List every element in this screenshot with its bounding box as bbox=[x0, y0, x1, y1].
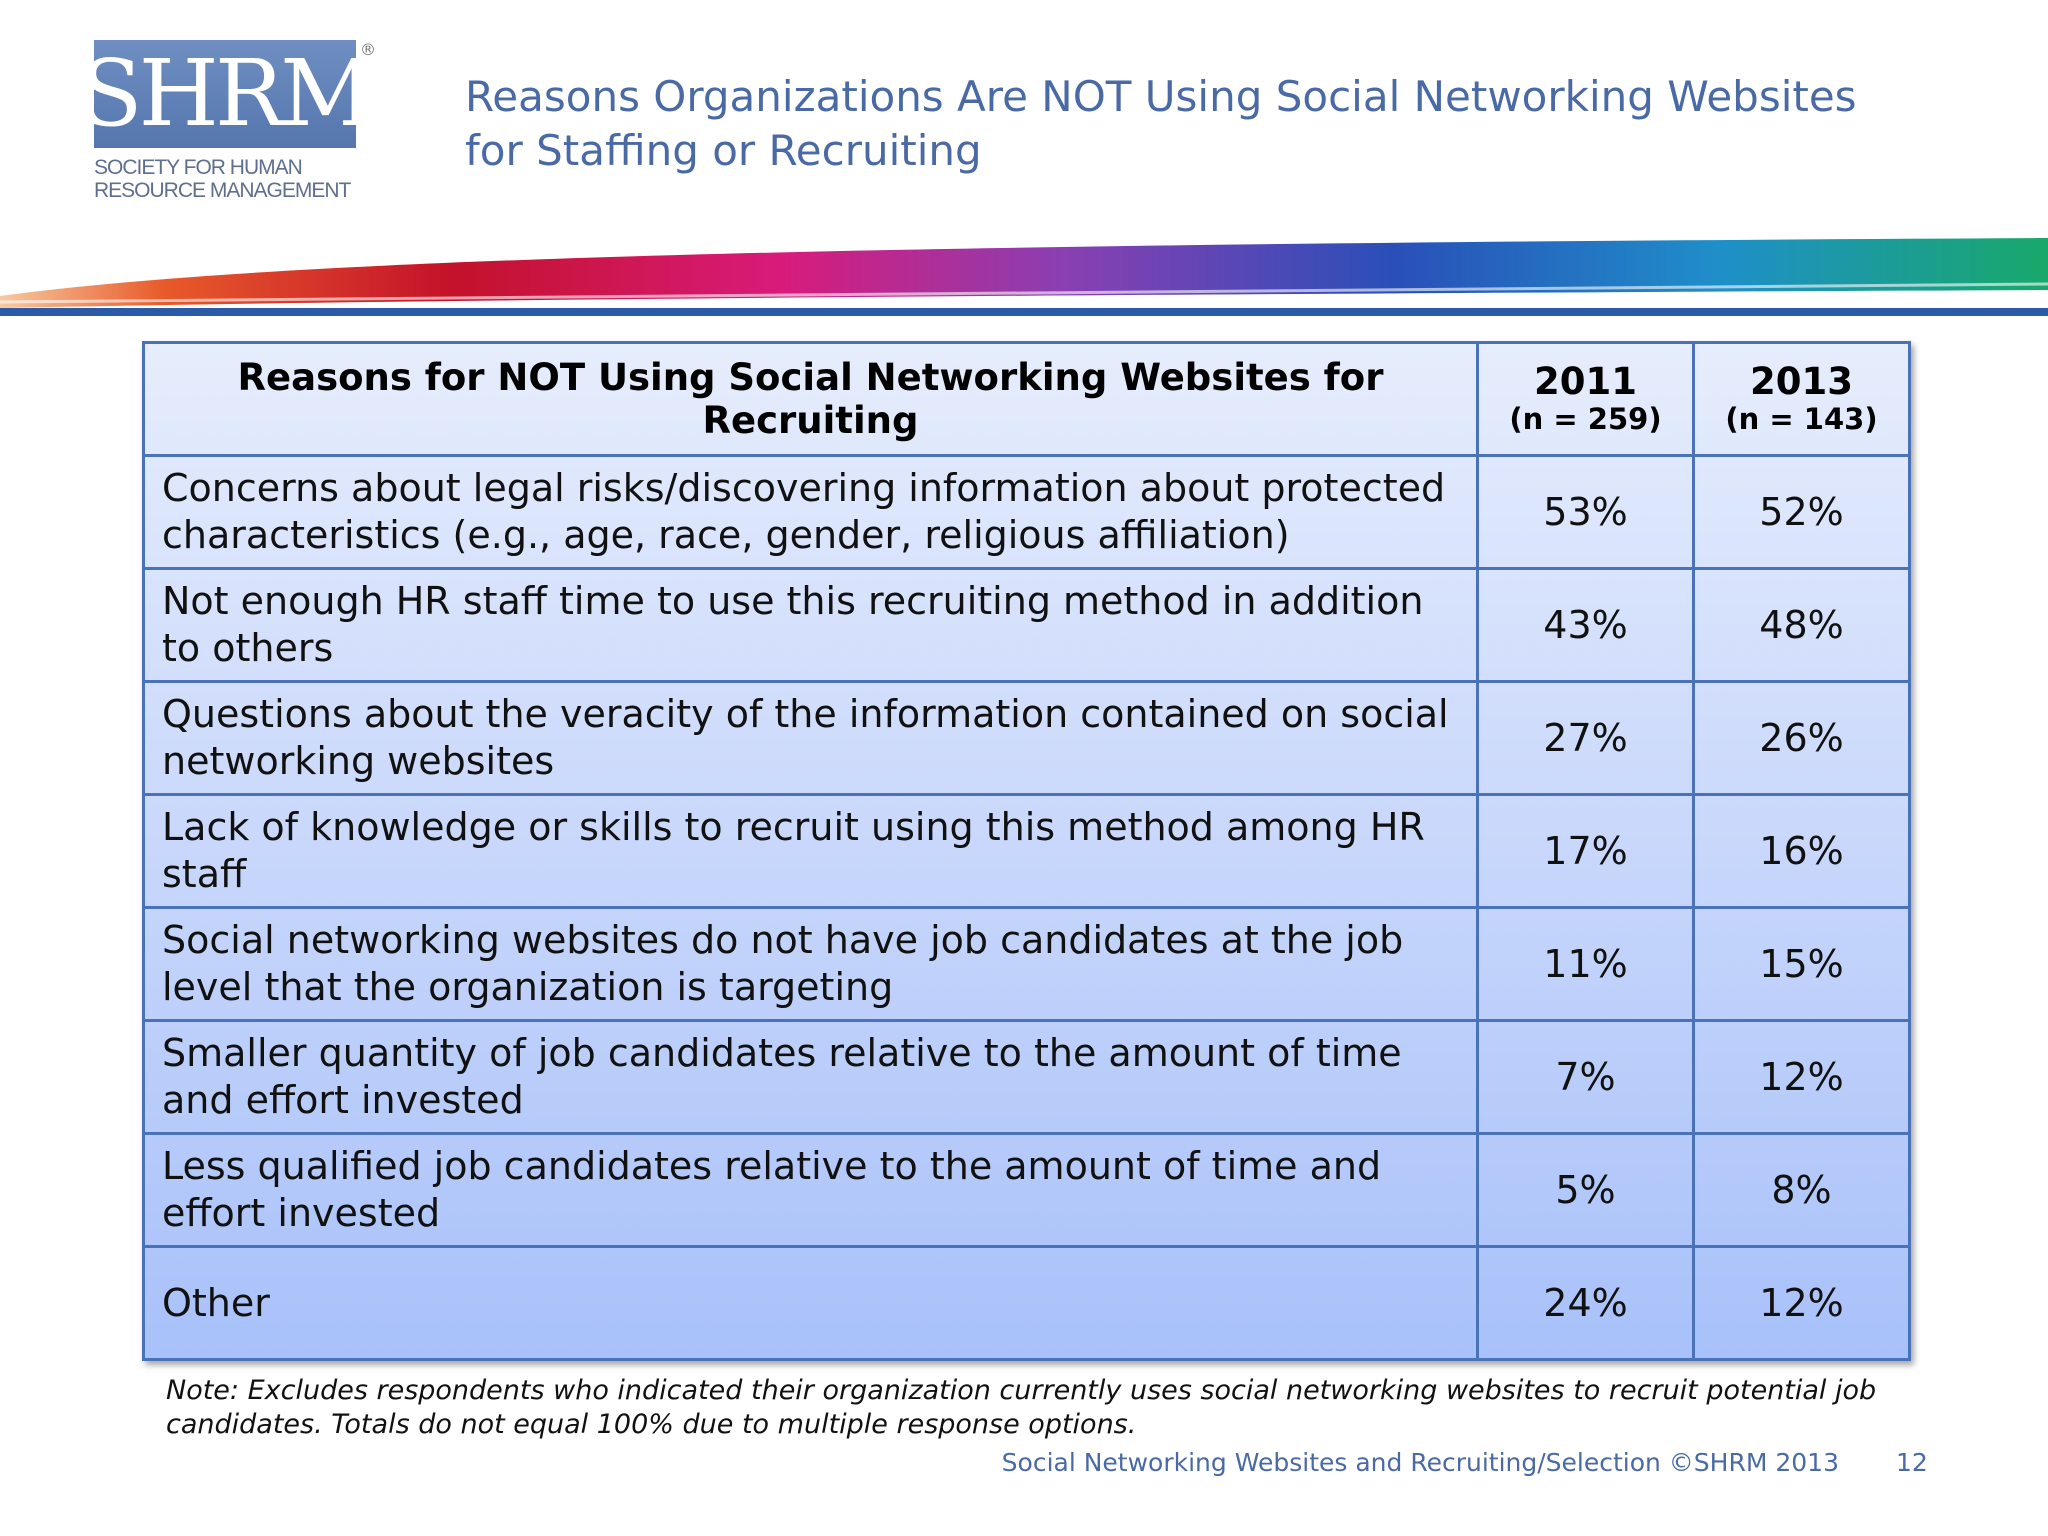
row-value-2011: 5% bbox=[1476, 1132, 1695, 1248]
row-value-2013: 52% bbox=[1692, 454, 1911, 570]
row-value-2013: 16% bbox=[1692, 793, 1911, 909]
row-reason: Less qualified job candidates relative t… bbox=[142, 1132, 1479, 1248]
swoosh-banner bbox=[0, 238, 2048, 316]
row-value-2013: 48% bbox=[1692, 567, 1911, 683]
slide-title-line1: Reasons Organizations Are NOT Using Soci… bbox=[465, 72, 1857, 121]
row-reason: Smaller quantity of job candidates relat… bbox=[142, 1019, 1479, 1135]
header-2013: 2013 (n = 143) bbox=[1692, 341, 1911, 457]
row-value-2011: 43% bbox=[1476, 567, 1695, 683]
row-reason: Social networking websites do not have j… bbox=[142, 906, 1479, 1022]
header-2013-n: (n = 143) bbox=[1725, 402, 1878, 436]
slide-title-line2: for Staffing or Recruiting bbox=[465, 126, 982, 175]
row-value-2011: 7% bbox=[1476, 1019, 1695, 1135]
row-value-2011: 53% bbox=[1476, 454, 1695, 570]
table-row: Concerns about legal risks/discovering i… bbox=[142, 454, 1911, 570]
logo-mark: SHRM bbox=[80, 40, 374, 148]
row-value-2011: 17% bbox=[1476, 793, 1695, 909]
table-row: Other 24% 12% bbox=[142, 1245, 1911, 1361]
row-reason: Lack of knowledge or skills to recruit u… bbox=[142, 793, 1479, 909]
logo-subtitle-line2: RESOURCE MANAGEMENT bbox=[94, 179, 351, 202]
header-2013-year: 2013 bbox=[1750, 360, 1853, 403]
table-note: Note: Excludes respondents who indicated… bbox=[166, 1375, 1877, 1440]
page-number: 12 bbox=[1896, 1448, 1928, 1477]
header-2011: 2011 (n = 259) bbox=[1476, 341, 1695, 457]
row-value-2011: 27% bbox=[1476, 680, 1695, 796]
row-reason: Concerns about legal risks/discovering i… bbox=[142, 454, 1479, 570]
table-header-row: Reasons for NOT Using Social Networking … bbox=[142, 341, 1911, 457]
header-2011-n: (n = 259) bbox=[1509, 402, 1662, 436]
table-row: Less qualified job candidates relative t… bbox=[142, 1132, 1911, 1248]
table-row: Smaller quantity of job candidates relat… bbox=[142, 1019, 1911, 1135]
row-value-2013: 8% bbox=[1692, 1132, 1911, 1248]
table-row: Not enough HR staff time to use this rec… bbox=[142, 567, 1911, 683]
header-2011-year: 2011 bbox=[1534, 360, 1637, 403]
reasons-table: Reasons for NOT Using Social Networking … bbox=[142, 341, 1911, 1361]
row-reason: Not enough HR staff time to use this rec… bbox=[142, 567, 1479, 683]
table-row: Questions about the veracity of the info… bbox=[142, 680, 1911, 796]
table-row: Social networking websites do not have j… bbox=[142, 906, 1911, 1022]
header-reason: Reasons for NOT Using Social Networking … bbox=[142, 341, 1479, 457]
shrm-logo: SHRM ® SOCIETY FOR HUMAN RESOURCE MANAGE… bbox=[80, 40, 376, 210]
row-reason: Other bbox=[142, 1245, 1479, 1361]
row-value-2013: 12% bbox=[1692, 1245, 1911, 1361]
logo-letters: SHRM bbox=[79, 40, 375, 147]
logo-subtitle: SOCIETY FOR HUMAN RESOURCE MANAGEMENT bbox=[94, 156, 364, 202]
slide-title: Reasons Organizations Are NOT Using Soci… bbox=[465, 70, 1965, 178]
table-row: Lack of knowledge or skills to recruit u… bbox=[142, 793, 1911, 909]
registered-mark: ® bbox=[360, 40, 376, 59]
row-value-2011: 11% bbox=[1476, 906, 1695, 1022]
row-value-2011: 24% bbox=[1476, 1245, 1695, 1361]
logo-subtitle-line1: SOCIETY FOR HUMAN bbox=[94, 156, 303, 179]
row-reason: Questions about the veracity of the info… bbox=[142, 680, 1479, 796]
footer-source: Social Networking Websites and Recruitin… bbox=[1001, 1448, 1839, 1477]
row-value-2013: 26% bbox=[1692, 680, 1911, 796]
row-value-2013: 12% bbox=[1692, 1019, 1911, 1135]
row-value-2013: 15% bbox=[1692, 906, 1911, 1022]
